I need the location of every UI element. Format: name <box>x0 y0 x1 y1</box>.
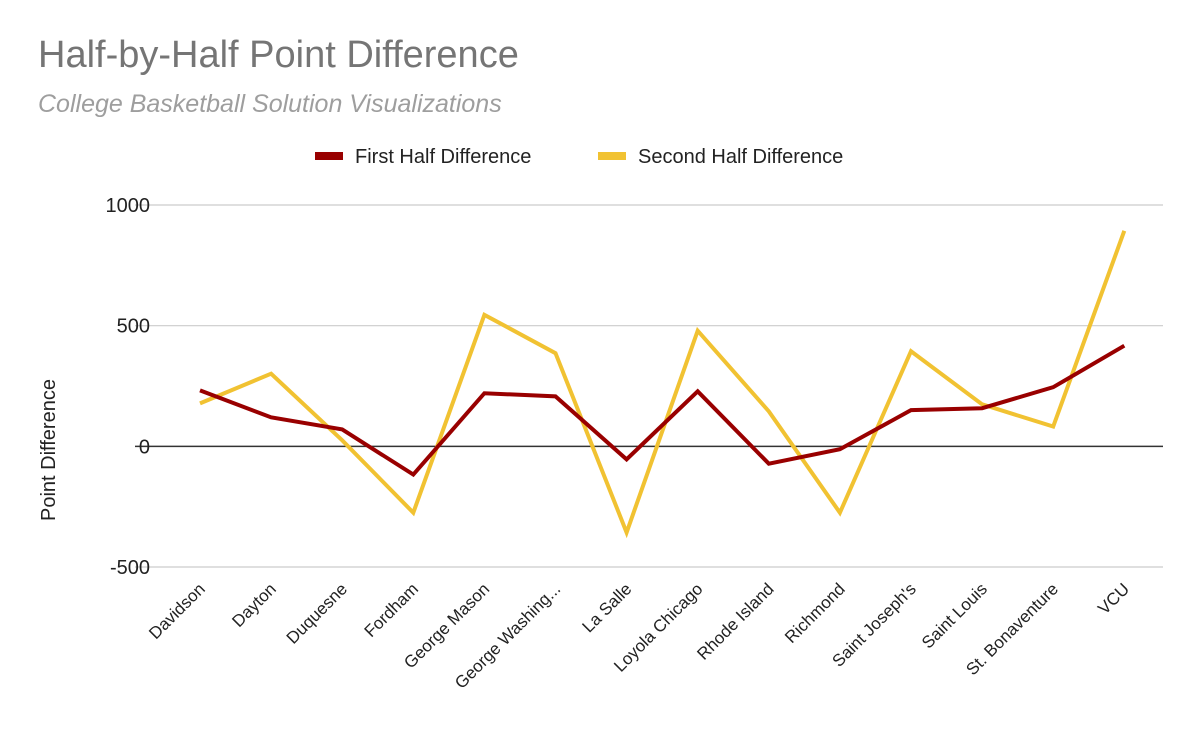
legend-label: Second Half Difference <box>638 146 843 168</box>
y-tick-label: 0 <box>139 436 150 458</box>
legend-swatch <box>598 152 626 160</box>
x-tick-label: La Salle <box>579 579 636 636</box>
y-tick-label: -500 <box>110 557 150 579</box>
x-tick-label: Dayton <box>228 579 280 631</box>
x-tick-label: Saint Louis <box>918 579 991 652</box>
x-tick-label: Rhode Island <box>693 579 777 663</box>
x-tick-label: Fordham <box>361 579 423 641</box>
chart-subtitle: College Basketball Solution Visualizatio… <box>38 90 502 118</box>
series-line-first-half <box>199 343 1126 478</box>
x-tick-label: Richmond <box>781 579 849 647</box>
legend-label: First Half Difference <box>355 146 531 168</box>
x-tick-label: Davidson <box>145 579 209 643</box>
x-tick-label: Duquesne <box>283 579 351 647</box>
x-tick-label: VCU <box>1094 579 1133 618</box>
y-axis-label: Point Difference <box>38 379 60 521</box>
chart-title: Half-by-Half Point Difference <box>38 34 519 76</box>
y-tick-label: 500 <box>117 316 150 338</box>
series-line-second-half <box>199 230 1127 539</box>
y-tick-label: 1000 <box>106 195 151 217</box>
legend-swatch <box>315 152 343 160</box>
